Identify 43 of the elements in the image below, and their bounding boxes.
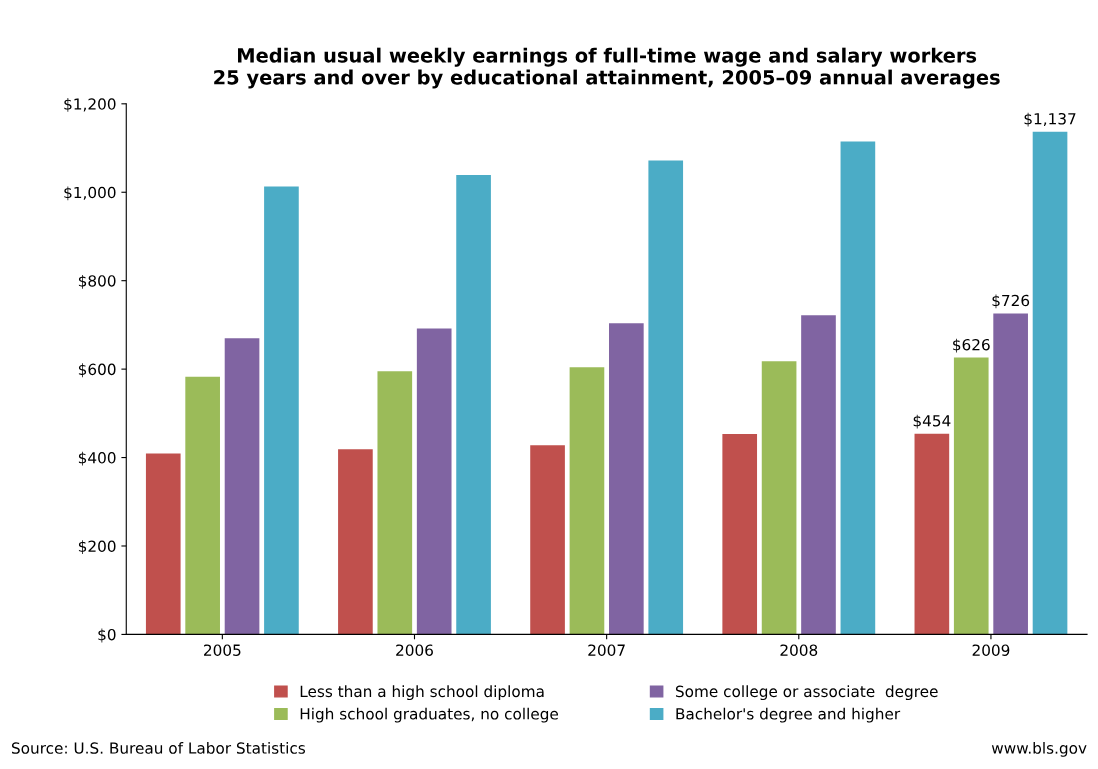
- bar: [953, 357, 989, 635]
- bar: [993, 313, 1028, 635]
- bar: [648, 160, 684, 635]
- text: www.bls.gov: [991, 742, 1087, 757]
- chart-title: Median usual weekly earnings of full-time wage and salary workers 25 years and over by educational attainment, 2005–09 annual averages: [214, 47, 1000, 89]
- bar: [801, 315, 836, 635]
- y-tick-label: $1,200: [64, 98, 116, 112]
- y-tick-label: $400: [78, 451, 116, 466]
- x-tick-label: 2007: [588, 644, 625, 656]
- y-tick-label: $200: [78, 540, 116, 555]
- x-tick-label: 2005: [204, 644, 241, 656]
- bar: [1032, 131, 1068, 635]
- y-tick-label: $0: [98, 628, 116, 643]
- bar: [145, 453, 181, 635]
- bar: [338, 449, 373, 635]
- bar: [456, 175, 491, 635]
- x-tick-label: 2009: [972, 644, 1010, 656]
- source-note: Source: U.S. Bureau of Labor Statistics: [11, 742, 306, 754]
- bar: [761, 361, 797, 635]
- legend-label: Less than a high school diploma: [300, 685, 544, 701]
- data-label: $726: [992, 294, 1030, 309]
- data-label: $1,137: [1024, 112, 1076, 127]
- x-tick-label: 2006: [396, 644, 433, 656]
- y-tick-label: $1,000: [64, 186, 116, 201]
- legend-label: High school graduates, no college: [300, 707, 559, 723]
- bar: [224, 338, 260, 635]
- legend-label: Bachelor's degree and higher: [676, 707, 901, 723]
- bar: [840, 141, 876, 635]
- bar: [530, 445, 565, 635]
- bar: [722, 434, 758, 635]
- bar: [914, 433, 950, 635]
- bar: [377, 371, 413, 635]
- bar: [609, 323, 644, 635]
- legend-label: Some college or associate degree: [675, 685, 938, 701]
- y-tick-label: $800: [78, 274, 116, 289]
- bar: [569, 367, 605, 635]
- x-tick-label: 2008: [780, 644, 818, 656]
- data-label: $626: [953, 338, 990, 353]
- y-tick-label: $600: [78, 363, 116, 378]
- bar: [185, 376, 220, 635]
- bar: [416, 328, 452, 635]
- data-label: $454: [913, 414, 951, 429]
- bar: [264, 186, 299, 635]
